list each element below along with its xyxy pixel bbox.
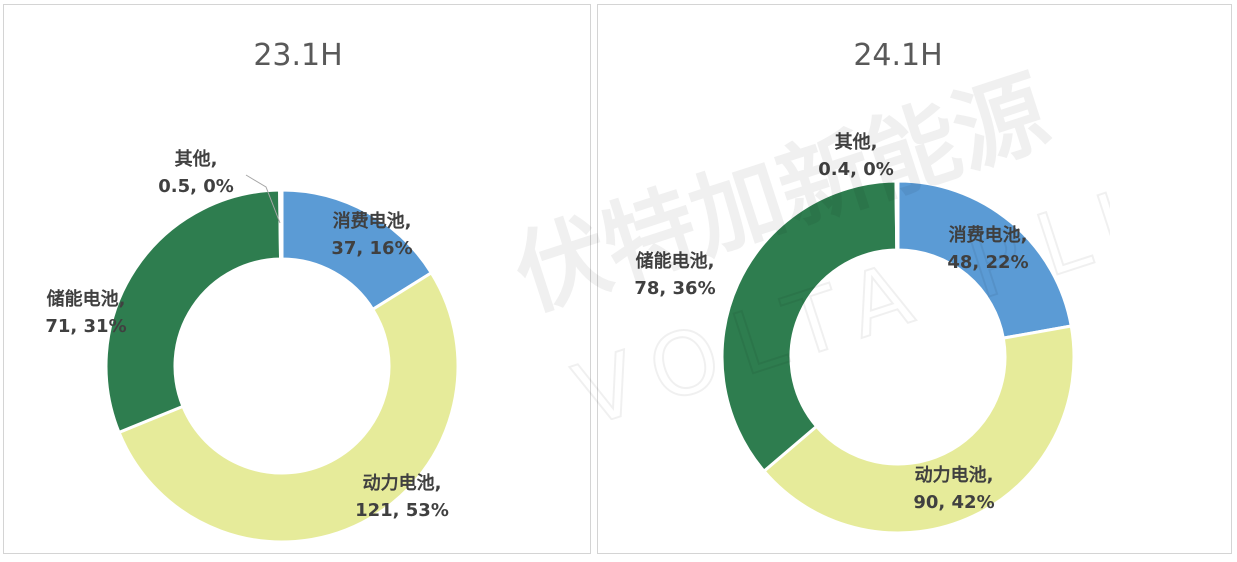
slice-label-value: 48, 22%	[947, 252, 1028, 273]
slice-label-value: 78, 36%	[634, 278, 715, 299]
slice-3	[104, 188, 283, 435]
slice-label-value: 0.4, 0%	[818, 159, 894, 180]
slice-label-name: 消费电池,	[949, 224, 1028, 246]
slice-4	[894, 179, 900, 252]
chart-panel-24-1h: 24.1H 消费电池, 48, 22% 动力电池, 90, 42% 储能电池, 78, 3…	[597, 4, 1232, 554]
slice-2	[761, 324, 1076, 535]
slice-label-value: 90, 42%	[913, 492, 994, 513]
slice-label-name: 动力电池,	[915, 464, 994, 486]
chart-title: 23.1H	[253, 38, 342, 73]
slice-3	[720, 179, 899, 474]
slice-label-value: 121, 53%	[355, 500, 449, 521]
chart-title: 24.1H	[853, 38, 942, 73]
leader-line	[245, 174, 281, 224]
slice-1	[896, 179, 1073, 340]
donut-chart-24-1h: 24.1H 消费电池, 48, 22% 动力电池, 90, 42% 储能电池, 78, 3…	[634, 38, 1076, 535]
slice-label-name: 储能电池,	[635, 250, 715, 272]
slice-label-value: 0.5, 0%	[158, 176, 234, 197]
slice-label-name: 消费电池,	[333, 210, 412, 232]
slice-label-value: 71, 31%	[45, 316, 126, 337]
chart-panel-23-1h: 23.1H 消费电池, 37, 16% 动力电池, 121, 53% 储能电池, 71, …	[3, 4, 591, 554]
slice-label-value: 37, 16%	[331, 238, 412, 259]
slice-4	[278, 188, 284, 261]
donut-chart-23-1h: 23.1H 消费电池, 37, 16% 动力电池, 121, 53% 储能电池, 71, …	[45, 38, 460, 544]
slice-label-name: 动力电池,	[363, 472, 442, 494]
slice-label-name: 其他,	[175, 148, 218, 170]
slice-label-name: 储能电池,	[46, 288, 126, 310]
slice-2	[117, 270, 460, 544]
slice-label-name: 其他,	[835, 131, 878, 153]
